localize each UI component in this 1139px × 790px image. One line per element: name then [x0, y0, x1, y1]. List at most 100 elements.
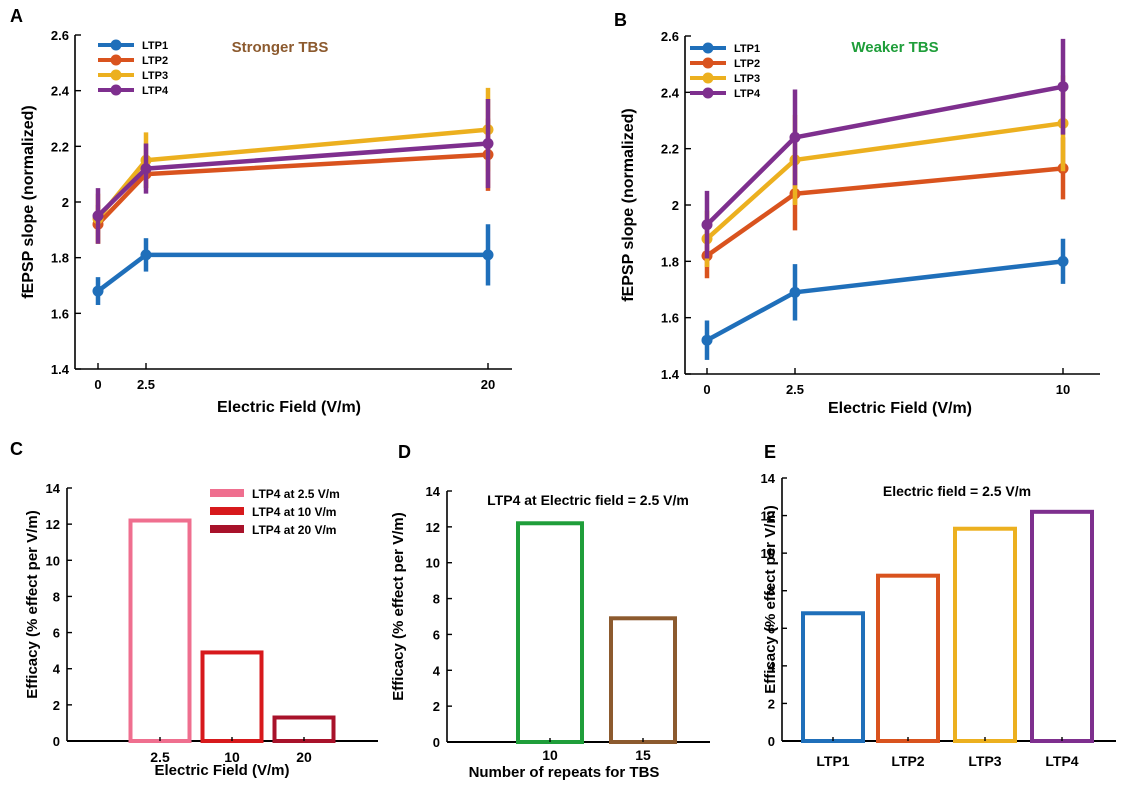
- series-line: [705, 166, 1064, 258]
- legend-swatch: [210, 507, 244, 515]
- x-axis-label: Electric Field (V/m): [217, 399, 361, 416]
- legend-swatch-marker: [110, 84, 122, 96]
- y-tick-label: 2: [53, 698, 60, 713]
- x-tick-label: 20: [481, 377, 495, 392]
- y-tick-label: 8: [768, 584, 775, 599]
- bar: [876, 573, 940, 744]
- bar: [801, 611, 865, 743]
- legend-swatch-marker: [110, 39, 122, 51]
- y-tick-label: 2.6: [51, 28, 69, 43]
- y-tick-label: 2.4: [661, 85, 680, 100]
- panel-b: B 1.4 1.6 1.8 2 2.2 2.4 2.6 0 2.5 10 Electric Field…: [614, 10, 1100, 417]
- y-tick-label: 2: [768, 696, 775, 711]
- x-tick-label: 10: [224, 749, 240, 765]
- series-line: [705, 121, 1064, 241]
- legend: LTP4 at 2.5 V/m LTP4 at 10 V/m LTP4 at 20 …: [210, 487, 340, 537]
- legend-label: LTP2: [734, 58, 760, 70]
- x-tick-label: LTP2: [891, 753, 924, 769]
- bar: [609, 616, 677, 744]
- data-point: [92, 285, 104, 297]
- legend-swatch: [210, 489, 244, 497]
- y-axis-label: fEPSP slope (normalized): [20, 105, 37, 299]
- panel-c: C 0 2 4 6 8 10 12 14 2.5 10 20 Electric Field (V/m) E…: [10, 439, 378, 779]
- panel-a: A 1.4 1.6 1.8 2 2.2 2.4 2.6 0 2.5 20 Electric Field…: [10, 6, 512, 416]
- legend-label: LTP2: [142, 55, 168, 67]
- y-tick-label: 2: [672, 198, 679, 213]
- series-line: [96, 252, 488, 293]
- legend-label: LTP4 at 10 V/m: [252, 505, 336, 519]
- chart-title: Stronger TBS: [232, 39, 329, 56]
- chart-title: Electric field = 2.5 V/m: [883, 483, 1031, 499]
- y-tick-label: 10: [46, 553, 60, 568]
- series-ltp2: [701, 137, 1069, 279]
- series-ltp2: [92, 118, 494, 244]
- y-tick-label: 10: [761, 546, 775, 561]
- y-tick-label: 4: [53, 662, 61, 677]
- series-ltp4: [92, 99, 494, 244]
- series-ltp1: [92, 224, 494, 305]
- legend-label: LTP1: [734, 43, 760, 55]
- legend-swatch-marker: [702, 42, 714, 54]
- series-line: [705, 84, 1064, 227]
- data-point: [789, 131, 801, 143]
- x-tick-label: 0: [703, 382, 710, 397]
- legend-label: LTP4: [142, 85, 169, 97]
- y-tick-label: 14: [761, 471, 776, 486]
- data-point: [140, 163, 152, 175]
- bar: [953, 526, 1017, 743]
- x-axis-label: Number of repeats for TBS: [469, 764, 660, 781]
- y-tick-label: 2.2: [51, 139, 69, 154]
- y-tick-label: 1.8: [661, 254, 679, 269]
- bar: [516, 521, 584, 744]
- y-tick-label: 10: [426, 556, 440, 571]
- y-tick-label: 0: [768, 734, 775, 749]
- legend-label: LTP4 at 20 V/m: [252, 523, 336, 537]
- x-tick-label: 2.5: [786, 382, 804, 397]
- legend-label: LTP4: [734, 88, 761, 100]
- chart-title: LTP4 at Electric field = 2.5 V/m: [487, 492, 689, 508]
- y-tick-label: 8: [53, 589, 60, 604]
- data-point: [701, 334, 713, 346]
- series-ltp4: [701, 38, 1069, 259]
- legend-swatch-marker: [702, 57, 714, 69]
- chart-title: Weaker TBS: [851, 39, 938, 56]
- panel-label: D: [398, 442, 411, 462]
- panel-label: E: [764, 442, 776, 462]
- panel-d: D 0 2 4 6 8 10 12 14 10 15 LTP4 at Electric field =…: [390, 442, 710, 781]
- y-tick-label: 1.6: [661, 311, 679, 326]
- data-point: [701, 219, 713, 231]
- y-tick-label: 0: [53, 734, 60, 749]
- y-tick-label: 2.4: [51, 84, 70, 99]
- panel-label: A: [10, 6, 23, 26]
- legend-swatch: [210, 525, 244, 533]
- y-tick-label: 4: [433, 663, 441, 678]
- legend: LTP1 LTP2 LTP3 LTP4: [98, 39, 169, 97]
- legend: LTP1 LTP2 LTP3 LTP4: [690, 42, 761, 100]
- y-tick-label: 1.8: [51, 251, 69, 266]
- legend-swatch-marker: [702, 72, 714, 84]
- x-tick-label: 2.5: [150, 749, 170, 765]
- y-tick-label: 6: [53, 626, 60, 641]
- y-tick-label: 14: [46, 481, 61, 496]
- panel-e: E 0 2 4 6 8 10 12 14 LTP1 LTP2 LTP3 LTP4 Electric fie…: [761, 442, 1116, 769]
- y-tick-label: 2: [62, 195, 69, 210]
- data-point: [92, 210, 104, 222]
- y-axis-label: Efficacy (% effect per V/m): [24, 510, 41, 698]
- y-axis-label: fEPSP slope (normalized): [620, 108, 637, 302]
- legend-label: LTP1: [142, 40, 168, 52]
- bar: [1030, 509, 1094, 744]
- legend-label: LTP4 at 2.5 V/m: [252, 487, 340, 501]
- x-axis-label: Electric Field (V/m): [828, 400, 972, 417]
- y-tick-label: 2: [433, 699, 440, 714]
- series-line: [705, 259, 1064, 343]
- y-tick-label: 4: [768, 659, 776, 674]
- x-tick-label: 0: [94, 377, 101, 392]
- x-tick-label: 2.5: [137, 377, 155, 392]
- series-line: [96, 141, 489, 218]
- legend-label: LTP3: [734, 73, 760, 85]
- x-tick-label: 20: [296, 749, 312, 765]
- y-axis-label: Efficacy (% effect per V/m): [390, 512, 407, 700]
- x-tick-label: LTP4: [1045, 753, 1078, 769]
- y-axis-label: Efficacy (% effect per V/m): [762, 505, 779, 693]
